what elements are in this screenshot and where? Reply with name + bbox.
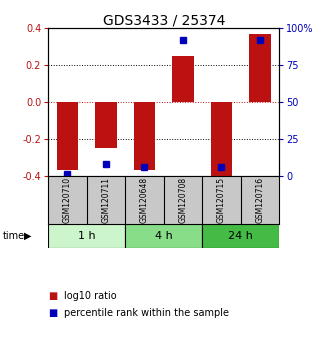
Text: GSM120708: GSM120708 (178, 177, 187, 223)
Bar (134, 102, 155, 170)
Text: 1 h: 1 h (78, 231, 95, 241)
Text: GSM120716: GSM120716 (256, 177, 265, 223)
Title: GDS3433 / 25374: GDS3433 / 25374 (102, 13, 225, 27)
Text: time: time (3, 231, 25, 241)
Text: ■: ■ (48, 291, 57, 301)
Text: ■: ■ (48, 308, 57, 318)
Text: GSM120648: GSM120648 (140, 177, 149, 223)
Text: GSM120711: GSM120711 (101, 177, 110, 223)
Bar (125, 224, 202, 248)
Text: GSM120710: GSM120710 (63, 177, 72, 223)
Text: 24 h: 24 h (228, 231, 253, 241)
Text: percentile rank within the sample: percentile rank within the sample (64, 308, 229, 318)
Text: log10 ratio: log10 ratio (64, 291, 117, 301)
Bar (249, 34, 271, 102)
Bar (211, 102, 232, 176)
Text: ▶: ▶ (23, 231, 31, 241)
Bar (202, 224, 279, 248)
Text: GSM120715: GSM120715 (217, 177, 226, 223)
Text: 4 h: 4 h (155, 231, 173, 241)
Bar (172, 56, 194, 102)
Bar (48, 224, 125, 248)
Bar (57, 102, 78, 170)
Bar (95, 102, 117, 148)
